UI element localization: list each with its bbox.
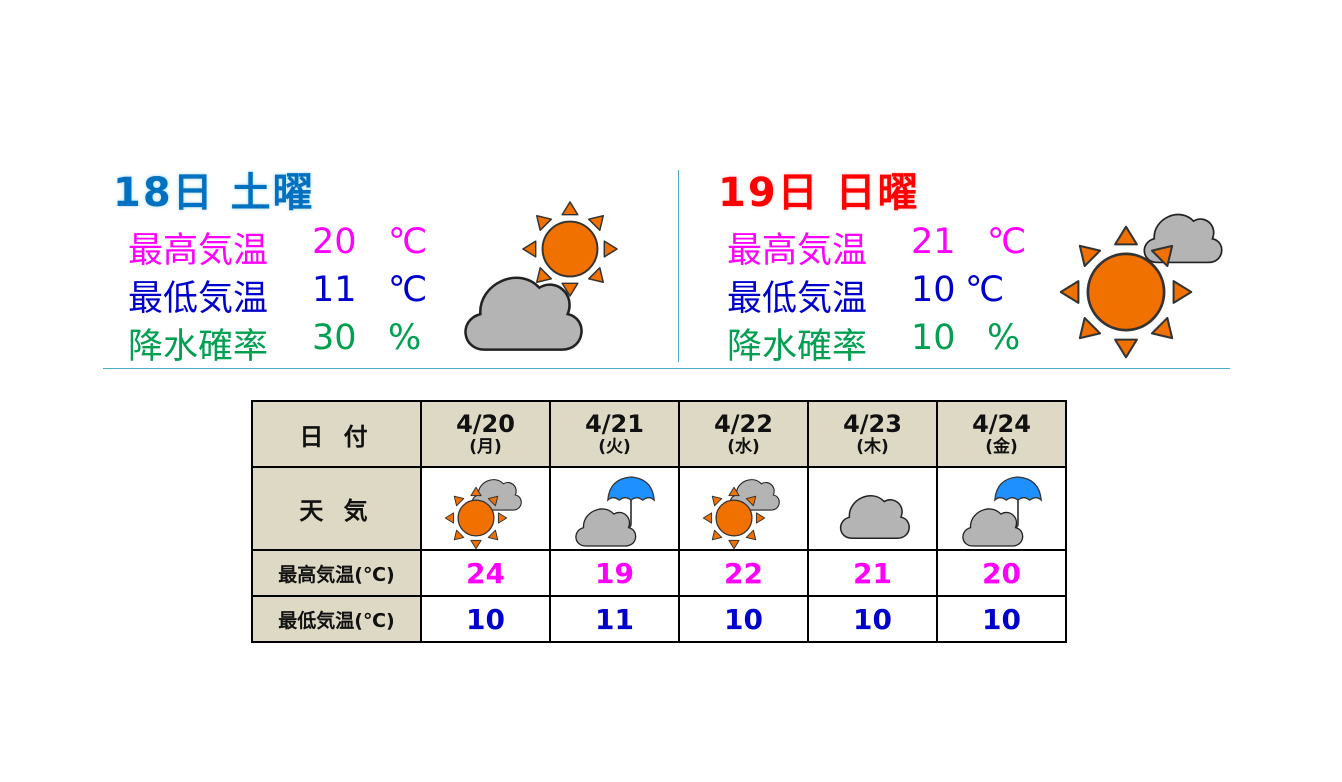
rain-label: 降水確率	[727, 327, 868, 367]
table-row-low: 最低気温(℃) 10 11 10 10 10	[251, 595, 1067, 643]
date-cell: 4/23 (木)	[807, 400, 938, 468]
high-temp-cell: 20	[936, 549, 1067, 597]
cloud-icon	[571, 500, 639, 548]
row-label-date: 日 付	[251, 400, 422, 468]
date-cell: 4/24 (金)	[936, 400, 1067, 468]
high-value: 21	[911, 222, 956, 262]
rain-label: 降水確率	[128, 327, 269, 367]
weekly-forecast-table: 日 付 4/20 (月) 4/21 (火) 4/22 (水) 4/23 (木) 4/24 (金) …	[251, 400, 1067, 643]
weather-icon-sunny-then-cloudy	[680, 468, 807, 549]
cloud-icon	[456, 260, 588, 354]
low-temp-cell: 10	[678, 595, 809, 643]
high-value: 20	[312, 222, 357, 262]
low-value: 11	[312, 270, 357, 310]
sun-icon	[1058, 224, 1194, 360]
weather-icon-sunny-then-cloudy	[422, 468, 549, 549]
today-title: 18日 土曜	[113, 170, 315, 216]
sun-icon	[444, 486, 508, 550]
low-temp-cell: 11	[549, 595, 680, 643]
row-label-high: 最高気温(℃)	[251, 549, 422, 597]
high-label: 最高気温	[727, 231, 868, 271]
tomorrow-title: 19日 日曜	[718, 170, 920, 216]
horizontal-divider	[103, 368, 1230, 369]
cloud-icon	[958, 500, 1026, 548]
rain-value: 30	[312, 318, 357, 358]
weather-icon-cloudy-with-rain	[938, 468, 1065, 549]
weather-cell	[420, 466, 551, 551]
low-temp-cell: 10	[420, 595, 551, 643]
vertical-divider	[678, 170, 679, 362]
weather-cell	[936, 466, 1067, 551]
cloud-icon	[835, 486, 913, 540]
low-temp-cell: 10	[807, 595, 938, 643]
high-unit: ℃	[388, 222, 428, 262]
weather-cell	[807, 466, 938, 551]
tomorrow-panel: 19日 日曜	[718, 160, 920, 218]
low-value: 10	[911, 270, 956, 310]
today-panel: 18日 土曜	[113, 160, 315, 218]
low-label: 最低気温	[727, 279, 868, 319]
rain-unit: %	[388, 318, 422, 358]
rain-value: 10	[911, 318, 956, 358]
high-unit: ℃	[987, 222, 1027, 262]
table-row-weather: 天 気	[251, 466, 1067, 551]
low-label: 最低気温	[128, 279, 269, 319]
weather-cell	[678, 466, 809, 551]
table-row-high: 最高気温(℃) 24 19 22 21 20	[251, 549, 1067, 597]
weather-icon-cloudy	[809, 468, 936, 549]
row-label-weather: 天 気	[251, 466, 422, 551]
low-unit: ℃	[965, 270, 1005, 310]
low-unit: ℃	[388, 270, 428, 310]
row-label-low: 最低気温(℃)	[251, 595, 422, 643]
date-cell: 4/20 (月)	[420, 400, 551, 468]
date-cell: 4/21 (火)	[549, 400, 680, 468]
table-row-date: 日 付 4/20 (月) 4/21 (火) 4/22 (水) 4/23 (木) 4/24 (金)	[251, 400, 1067, 468]
rain-unit: %	[987, 318, 1021, 358]
high-temp-cell: 19	[549, 549, 680, 597]
weather-icon-cloudy-with-rain	[551, 468, 678, 549]
high-label: 最高気温	[128, 231, 269, 271]
weather-cell	[549, 466, 680, 551]
high-temp-cell: 24	[420, 549, 551, 597]
high-temp-cell: 22	[678, 549, 809, 597]
low-temp-cell: 10	[936, 595, 1067, 643]
high-temp-cell: 21	[807, 549, 938, 597]
date-cell: 4/22 (水)	[678, 400, 809, 468]
sun-icon	[702, 486, 766, 550]
